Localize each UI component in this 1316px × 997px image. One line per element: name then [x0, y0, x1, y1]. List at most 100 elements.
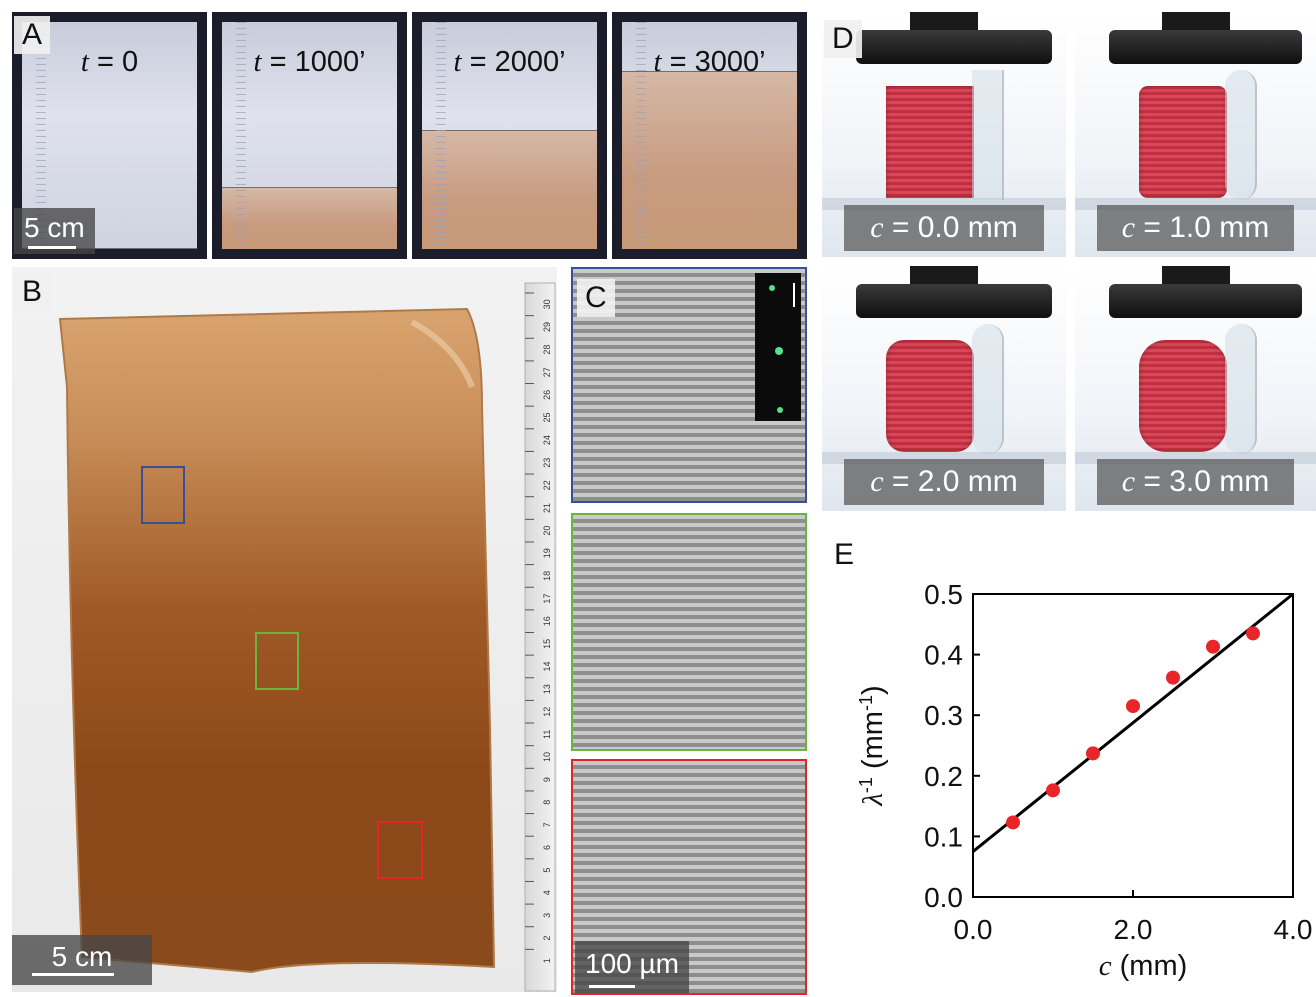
- ruler-number: 28: [542, 345, 552, 355]
- ruler-number: 29: [542, 322, 552, 332]
- micrograph-bottom: 100 µm: [571, 759, 807, 995]
- press-plate: [1109, 284, 1302, 318]
- ruler-number: 7: [542, 822, 552, 827]
- ruler-number: 20: [542, 526, 552, 536]
- ruler-number: 3: [542, 913, 552, 918]
- time-value: = 2000’: [461, 46, 566, 78]
- displacement-label: c = 2.0 mm: [844, 459, 1044, 505]
- displacement-label: c = 0.0 mm: [844, 205, 1044, 251]
- y-tick-label: 0.3: [924, 700, 963, 731]
- displacement-variable: c: [870, 211, 884, 244]
- panel-label-c: C: [577, 279, 615, 317]
- time-value: = 3000’: [661, 46, 766, 78]
- timelapse-frame: t = 2000’: [412, 12, 607, 259]
- ruler-number: 5: [542, 868, 552, 873]
- data-point: [1126, 699, 1140, 714]
- panel-label-e: E: [834, 538, 855, 571]
- ruler-number: 8: [542, 800, 552, 805]
- displacement-label: c = 1.0 mm: [1097, 205, 1294, 251]
- scale-bar-c: 100 µm: [575, 941, 689, 993]
- y-axis-title: λ-1 (mm-1): [856, 685, 889, 806]
- transparent-gel: [972, 70, 1004, 200]
- time-label: t = 3000’: [622, 46, 797, 79]
- ruler-strip: [36, 22, 46, 249]
- ruler-strip: [236, 22, 246, 249]
- press-column: [1161, 12, 1230, 32]
- scale-label: 100 µm: [585, 948, 679, 979]
- gel-fold-highlight: [410, 319, 475, 389]
- ruler-ticks: 3029282726252423222120191817161514131211…: [525, 292, 552, 963]
- data-point: [1046, 783, 1060, 798]
- gel-sample: [1139, 86, 1227, 198]
- compression-frame: c = 3.0 mm: [1075, 266, 1316, 511]
- data-point: [1006, 815, 1020, 830]
- scale-label: 5 cm: [51, 941, 113, 972]
- ruler-number: 13: [542, 684, 552, 694]
- press-column: [910, 266, 978, 286]
- gel-fill: [622, 70, 797, 249]
- ruler-number: 4: [542, 890, 552, 895]
- gel-fill: [222, 186, 397, 249]
- scale-bar-line: [32, 973, 114, 976]
- ruler-number: 30: [542, 299, 552, 309]
- y-tick-label: 0.4: [924, 640, 963, 671]
- gel-sheet-photo: 30 29 28 27 26 25 24 23 22 21 20 19 18 17 16 15 14 13 12 11…: [12, 267, 557, 992]
- displacement-value: = 1.0 mm: [1135, 211, 1270, 244]
- panel-label-b: B: [14, 273, 51, 311]
- time-variable: t: [453, 46, 462, 78]
- time-label: t = 0: [22, 46, 197, 79]
- scale-label: 5 cm: [24, 212, 85, 243]
- scale-bar-b: 5 cm: [12, 935, 152, 985]
- micrograph-middle: [571, 513, 807, 751]
- fluorescence-inset: [755, 273, 801, 421]
- displacement-value: = 0.0 mm: [883, 211, 1018, 244]
- displacement-variable: c: [1121, 465, 1136, 498]
- blue-region-box: [141, 466, 185, 524]
- transparent-gel: [1225, 70, 1257, 200]
- x-axis-variable: c: [1099, 950, 1112, 982]
- fit-line: [972, 592, 1294, 853]
- ruler: [524, 282, 556, 992]
- ruler-number: 15: [542, 639, 552, 649]
- press-plate: [1109, 30, 1302, 64]
- data-point: [1166, 670, 1180, 685]
- gel-sample: [1139, 340, 1227, 452]
- time-variable: t: [253, 46, 262, 78]
- compression-frame: c = 0.0 mm: [822, 12, 1066, 257]
- displacement-label: c = 3.0 mm: [1097, 459, 1294, 505]
- ruler-number: 12: [542, 707, 552, 717]
- transparent-gel: [1225, 324, 1257, 454]
- timelapse-frame: t = 1000’: [212, 12, 407, 259]
- ruler-number: 11: [542, 730, 552, 739]
- y-axis-variable: λ: [857, 793, 889, 807]
- plot-frame: [972, 593, 1294, 898]
- ruler-number: 19: [542, 548, 552, 558]
- time-value: = 1000’: [261, 46, 366, 78]
- x-axis-title: c (mm): [1099, 950, 1188, 982]
- transparent-gel: [972, 324, 1004, 454]
- gel-sheet: [58, 307, 496, 974]
- ruler-number: 21: [542, 503, 552, 513]
- scale-bar-line: [28, 246, 76, 249]
- ruler-number: 2: [542, 936, 552, 941]
- ruler-number: 27: [542, 367, 552, 377]
- data-point: [1246, 626, 1260, 641]
- ruler-number: 23: [542, 458, 552, 468]
- ruler-strip: [436, 22, 446, 249]
- scatter-chart: 0.00.10.20.30.40.50.0 2.0 4.0c (mm)λ-1 (mm…: [856, 579, 1313, 982]
- gel-fill: [422, 129, 597, 249]
- x-tick-label: 4.0: [1274, 914, 1313, 945]
- x-tick-label: 0.0: [954, 914, 993, 945]
- data-point: [1086, 746, 1100, 761]
- displacement-value: = 2.0 mm: [883, 465, 1018, 498]
- y-tick-label: 0.5: [924, 579, 963, 610]
- time-label: t = 1000’: [222, 46, 397, 79]
- scale-bar-line: [589, 985, 635, 988]
- time-variable: t: [80, 46, 89, 78]
- ruler-number: 17: [542, 594, 552, 604]
- y-tick-label: 0.0: [924, 882, 963, 913]
- ruler-number: 25: [542, 412, 552, 422]
- ruler-number: 18: [542, 571, 552, 581]
- press-column: [1161, 266, 1230, 286]
- ruler-number: 1: [542, 958, 552, 963]
